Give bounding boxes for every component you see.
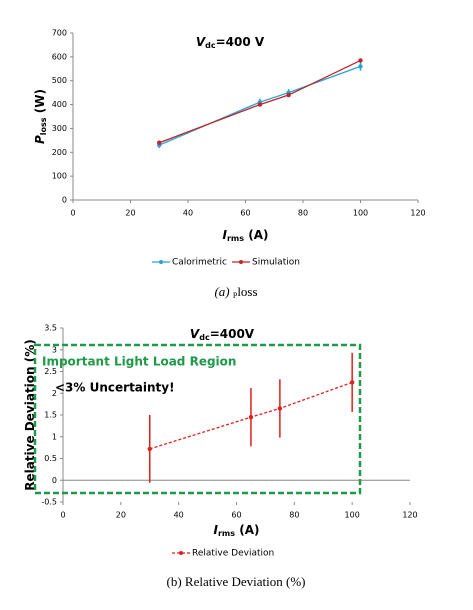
legend-marker xyxy=(159,260,163,264)
annotation: <3% Uncertainty! xyxy=(55,381,175,395)
y-tick-label: 100 xyxy=(52,172,67,181)
y-tick-label: 0 xyxy=(52,476,57,485)
chart-title-part: V xyxy=(190,327,201,341)
legend-marker xyxy=(179,551,183,555)
x-tick-label: 120 xyxy=(402,511,417,520)
legend-label: Relative Deviation xyxy=(192,549,274,559)
y-tick-label: 3 xyxy=(52,345,57,354)
y-tick-label: 0.5 xyxy=(44,454,57,463)
x-tick-label: 60 xyxy=(231,511,241,520)
y-tick-label: 2.5 xyxy=(44,367,57,376)
x-tick-label: 40 xyxy=(174,511,184,520)
y-axis-label-part: loss xyxy=(39,117,48,135)
chart-title-part: =400V xyxy=(210,327,255,341)
x-axis-label-part: (A) xyxy=(235,523,259,537)
caption-part: P xyxy=(233,291,238,300)
x-tick-label: 60 xyxy=(240,209,250,218)
y-tick-label: 200 xyxy=(52,148,67,157)
caption-part: loss xyxy=(237,284,257,299)
y-tick-label: 600 xyxy=(52,52,67,61)
caption-part: (b) Relative Deviation (%) xyxy=(167,574,306,589)
y-tick-label: 400 xyxy=(52,100,67,109)
chart-title-part: dc xyxy=(205,41,216,50)
x-tick-label: 0 xyxy=(70,209,75,218)
legend-label: Calorimetric xyxy=(172,258,227,268)
y-axis-label-part: Relative Deviation (%) xyxy=(23,339,37,491)
annotation: Important Light Load Region xyxy=(42,355,236,369)
y-tick-label: 1.5 xyxy=(44,411,57,420)
y-tick-label: 300 xyxy=(52,124,67,133)
y-tick-label: 1 xyxy=(52,432,57,441)
y-tick-label: 0 xyxy=(62,196,67,205)
data-point xyxy=(349,380,355,385)
y-tick-label: 500 xyxy=(52,76,67,85)
x-tick-label: 20 xyxy=(125,209,135,218)
series-line xyxy=(149,381,353,450)
data-point xyxy=(286,92,291,98)
x-tick-label: 120 xyxy=(410,209,425,218)
x-axis-label: Irms (A) xyxy=(214,523,260,538)
chart-title: Vdc=400 V xyxy=(196,35,265,50)
x-axis-label-part: rms xyxy=(218,529,235,538)
chart-title-part: V xyxy=(196,35,207,49)
data-point xyxy=(257,102,263,107)
x-tick-label: 80 xyxy=(298,209,308,218)
y-axis-label-part: P xyxy=(33,135,47,144)
data-point xyxy=(358,64,363,69)
x-tick-label: 100 xyxy=(345,511,360,520)
caption-part: (a) xyxy=(214,284,232,299)
x-tick-label: 100 xyxy=(353,209,368,218)
x-axis-label-part: rms xyxy=(227,234,244,243)
x-tick-label: 0 xyxy=(60,511,65,520)
chart-title: Vdc=400V xyxy=(190,327,255,342)
y-axis-label: Relative Deviation (%) xyxy=(23,339,37,491)
series-line xyxy=(159,59,361,144)
data-point xyxy=(147,446,152,452)
y-tick-label: -0.5 xyxy=(41,498,57,507)
caption: (a) Ploss xyxy=(214,284,257,300)
x-axis-label-part: (A) xyxy=(244,228,268,242)
legend-label: Simulation xyxy=(252,258,300,268)
x-tick-label: 40 xyxy=(183,209,193,218)
y-tick-label: 2 xyxy=(52,389,57,398)
y-tick-label: 700 xyxy=(52,29,67,38)
x-tick-label: 20 xyxy=(116,511,126,520)
x-axis-label-part: I xyxy=(214,523,219,537)
y-axis-label: Ploss (W) xyxy=(33,89,48,144)
data-point xyxy=(358,58,363,63)
chart-title-part: dc xyxy=(199,333,210,342)
legend-marker xyxy=(239,260,243,264)
y-tick-label: 3.5 xyxy=(44,324,57,333)
x-axis-label: Irms (A) xyxy=(223,228,269,243)
data-point xyxy=(157,140,162,145)
chart-title-part: =400 V xyxy=(216,35,265,49)
x-tick-label: 80 xyxy=(289,511,299,520)
data-point xyxy=(248,414,254,420)
caption: (b) Relative Deviation (%) xyxy=(167,574,306,589)
region-box xyxy=(33,343,362,495)
x-axis-label-part: I xyxy=(223,228,228,242)
data-point xyxy=(277,406,283,411)
y-axis-label-part: (W) xyxy=(33,89,47,117)
